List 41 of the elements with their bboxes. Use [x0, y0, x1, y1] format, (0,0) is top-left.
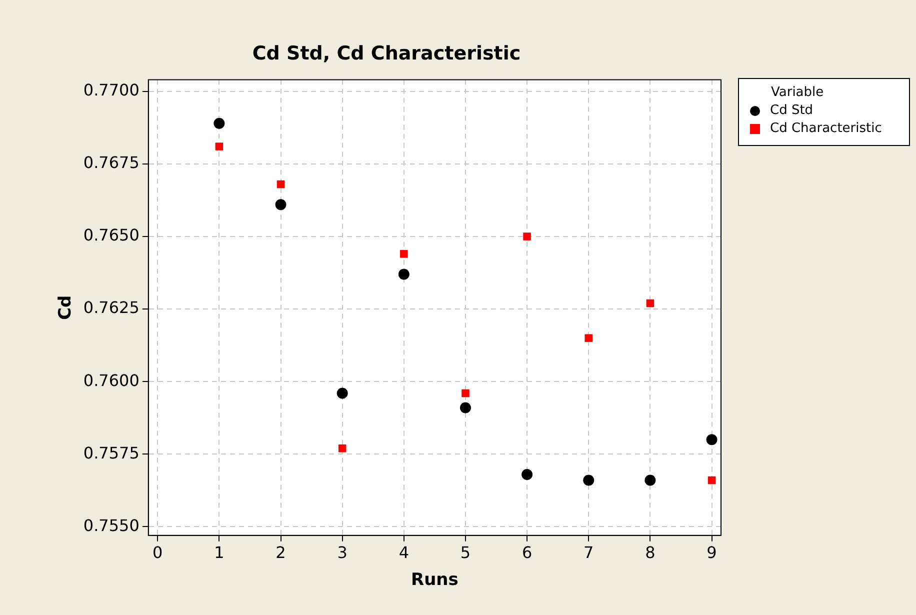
- point: [214, 118, 225, 129]
- point: [275, 199, 286, 210]
- x-tick-label: 9: [706, 543, 717, 562]
- point: [706, 434, 718, 446]
- legend-label: Cd Std: [770, 103, 814, 118]
- point: [336, 388, 348, 399]
- x-tick-label: 0: [152, 543, 163, 562]
- point: [462, 389, 470, 398]
- point: [584, 334, 593, 342]
- x-tick-label: 4: [398, 543, 409, 562]
- point: [398, 268, 410, 280]
- point: [215, 142, 224, 150]
- x-tick-label: 6: [522, 543, 532, 562]
- chart-title: Cd Std, Cd Characteristic: [252, 42, 521, 64]
- y-tick-label: 0.7550: [83, 516, 140, 535]
- x-tick-label: 1: [214, 543, 224, 562]
- point: [460, 402, 471, 414]
- x-tick-label: 7: [584, 543, 594, 562]
- y-axis-title: Cd: [56, 295, 76, 320]
- point: [523, 232, 531, 240]
- y-tick-label: 0.7600: [83, 370, 140, 390]
- y-tick-label: 0.7675: [83, 153, 140, 172]
- point: [646, 299, 654, 308]
- y-tick-label: 0.7625: [83, 298, 140, 318]
- point: [708, 476, 716, 484]
- x-tick-label: 8: [645, 543, 656, 562]
- y-tick-label: 0.7650: [83, 226, 140, 245]
- y-tick-label: 0.7575: [83, 443, 140, 462]
- legend-label: Cd Characteristic: [770, 121, 882, 136]
- point: [644, 474, 656, 486]
- y-tick-label: 0.7700: [83, 80, 140, 100]
- x-tick-label: 2: [276, 543, 286, 562]
- point: [400, 250, 408, 258]
- point: [522, 468, 533, 480]
- x-tick-label: 3: [337, 543, 348, 562]
- point: [583, 474, 594, 486]
- x-axis-title: Runs: [410, 570, 458, 590]
- x-tick-label: 5: [460, 543, 471, 562]
- legend-title: Variable: [770, 85, 825, 100]
- point: [276, 180, 285, 188]
- point: [338, 444, 346, 452]
